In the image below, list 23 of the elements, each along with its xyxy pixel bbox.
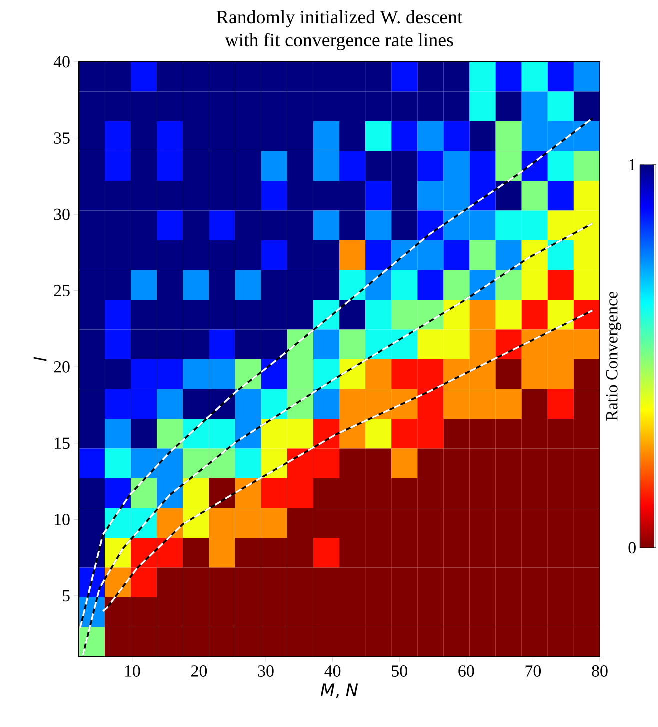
x-tick-label: 60 — [458, 666, 474, 677]
x-tick-label: 10 — [125, 666, 140, 677]
x-tick-label: 30 — [258, 666, 274, 677]
color-bar-label: 0 — [628, 542, 636, 554]
chart-subtitle: with fit convergence rate lines — [225, 33, 454, 50]
y-tick-label: 35 — [54, 132, 70, 144]
y-tick-label: 5 — [62, 590, 70, 602]
y-tick-label: 25 — [54, 285, 70, 297]
color-bar-title: Ratio Convergence — [606, 292, 622, 421]
chart-title: Randomly initialized W. descent — [216, 10, 463, 28]
x-tick-label: 70 — [526, 666, 542, 677]
x-tick-label: 40 — [324, 666, 341, 677]
y-tick-label: 20 — [54, 361, 70, 373]
x-tick-label: 20 — [192, 666, 208, 677]
y-tick-label: 15 — [55, 438, 70, 450]
x-axis-title: M, N — [320, 684, 358, 698]
y-tick-label: 10 — [55, 514, 70, 526]
y-tick-label: 40 — [54, 56, 70, 68]
y-axis-title: l — [34, 357, 47, 362]
x-tick-label: 50 — [392, 666, 408, 677]
x-tick-label: 80 — [592, 666, 608, 677]
color-bar-label: 1 — [630, 159, 636, 171]
y-tick-label: 30 — [54, 208, 70, 220]
